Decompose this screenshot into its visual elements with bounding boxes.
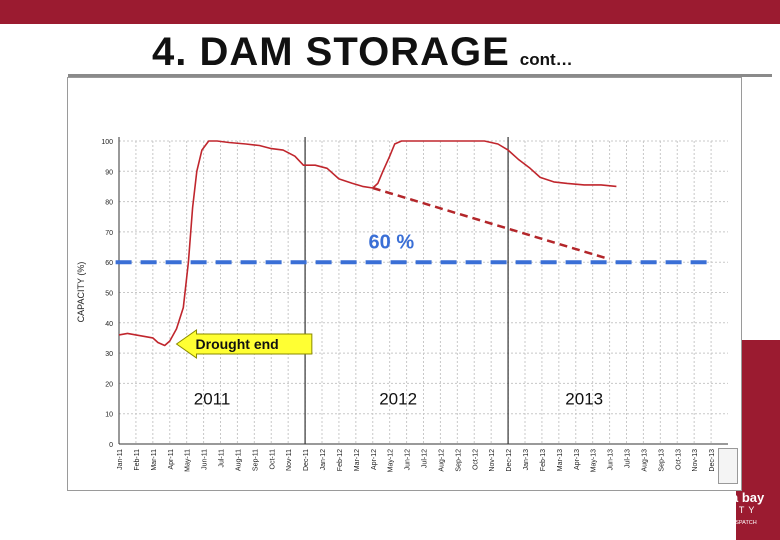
emblem-icon <box>718 448 738 484</box>
y-tick-label: 70 <box>105 230 113 237</box>
x-tick-label: Aug-11 <box>235 449 242 471</box>
x-tick-label: Nov-11 <box>286 449 293 471</box>
drought-end-arrow: Drought end <box>175 329 313 359</box>
x-axis: Jan-11 Feb-11 Mar-11 Apr-11 May-11 Jun-11 Jul-… <box>117 443 728 472</box>
x-tick-label: Nov-13 <box>692 449 699 472</box>
y-tick-label: 90 <box>105 169 113 176</box>
y-tick-label: 0 <box>109 442 113 449</box>
title-rule <box>68 74 772 77</box>
x-tick-label: Jan-13 <box>523 449 530 471</box>
y-tick-label: 30 <box>105 351 113 358</box>
top-band <box>0 0 780 24</box>
x-tick-label: May-13 <box>591 449 598 472</box>
y-axis: 0 10 20 30 40 50 60 70 80 90 100 <box>101 137 120 449</box>
x-tick-label: Oct-13 <box>675 449 682 470</box>
chart-frame <box>67 77 742 491</box>
x-tick-label: Feb-12 <box>337 449 344 471</box>
y-tick-label: 100 <box>101 139 113 146</box>
storage-line <box>118 140 617 347</box>
x-tick-label: Dec-12 <box>506 449 513 472</box>
y-tick-label: 80 <box>105 200 113 207</box>
x-tick-label: Sep-11 <box>252 449 259 471</box>
x-tick-label: Feb-11 <box>134 449 141 471</box>
x-tick-label: Dec-11 <box>303 449 310 471</box>
slide-title-suffix: cont… <box>519 50 573 69</box>
year-label: 2012 <box>379 390 417 409</box>
arrow-shape <box>175 329 313 359</box>
x-tick-label: Jun-13 <box>608 449 615 471</box>
year-label: 2013 <box>565 390 603 409</box>
x-tick-label: Jul-11 <box>219 449 226 468</box>
x-tick-label: Apr-13 <box>574 449 581 470</box>
x-tick-label: Feb-13 <box>540 449 547 471</box>
slide-title: 4. DAM STORAGE cont… <box>152 30 573 75</box>
x-tick-label: Mar-12 <box>354 449 361 471</box>
x-tick-label: Oct-12 <box>472 449 479 470</box>
x-tick-label: Mar-13 <box>557 449 564 471</box>
arrow-label: Drought end <box>196 336 279 352</box>
year-label: 2011 <box>194 390 231 409</box>
y-tick-label: 40 <box>105 321 113 328</box>
y-axis-label: CAPACITY (%) <box>76 262 86 323</box>
x-tick-label: Dec-13 <box>709 449 716 472</box>
trend-line <box>372 186 610 261</box>
logo-towns: PORT ELIZABETH | UITENHAGE | DESPATCH <box>640 520 757 526</box>
side-band <box>736 340 780 540</box>
series-layer <box>115 140 708 347</box>
year-labels: 2011 2012 2013 <box>194 390 603 409</box>
x-tick-label: May-11 <box>185 449 192 472</box>
y-tick-label: 10 <box>105 412 113 419</box>
logo-subtitle: MUNICIPALITY <box>648 505 759 515</box>
x-tick-label: Sep-13 <box>658 449 665 472</box>
x-tick-label: May-12 <box>388 449 395 472</box>
x-tick-label: Nov-12 <box>489 449 496 472</box>
x-tick-label: Aug-12 <box>438 449 445 472</box>
x-tick-label: Jul-12 <box>422 449 429 468</box>
y-tick-label: 50 <box>105 291 113 298</box>
y-tick-label: 60 <box>105 260 113 267</box>
slide-title-main: 4. DAM STORAGE <box>152 30 510 74</box>
x-tick-label: Apr-11 <box>168 449 175 470</box>
x-tick-label: Mar-11 <box>151 449 158 471</box>
x-tick-label: Jul-13 <box>625 449 632 468</box>
y-tick-label: 20 <box>105 381 113 388</box>
x-tick-label: Sep-12 <box>455 449 462 472</box>
x-tick-label: Apr-12 <box>371 449 378 470</box>
threshold-label: 60 % <box>369 232 415 254</box>
municipality-logo <box>608 493 636 531</box>
x-tick-label: Jan-11 <box>117 449 124 470</box>
x-tick-label: Jun-12 <box>405 449 412 471</box>
x-tick-label: Oct-11 <box>269 449 276 470</box>
x-tick-label: Jan-12 <box>320 449 327 471</box>
logo-name: nelson mandela bay <box>640 490 765 505</box>
x-tick-label: Jun-11 <box>202 449 209 470</box>
x-tick-label: Aug-13 <box>641 449 648 472</box>
